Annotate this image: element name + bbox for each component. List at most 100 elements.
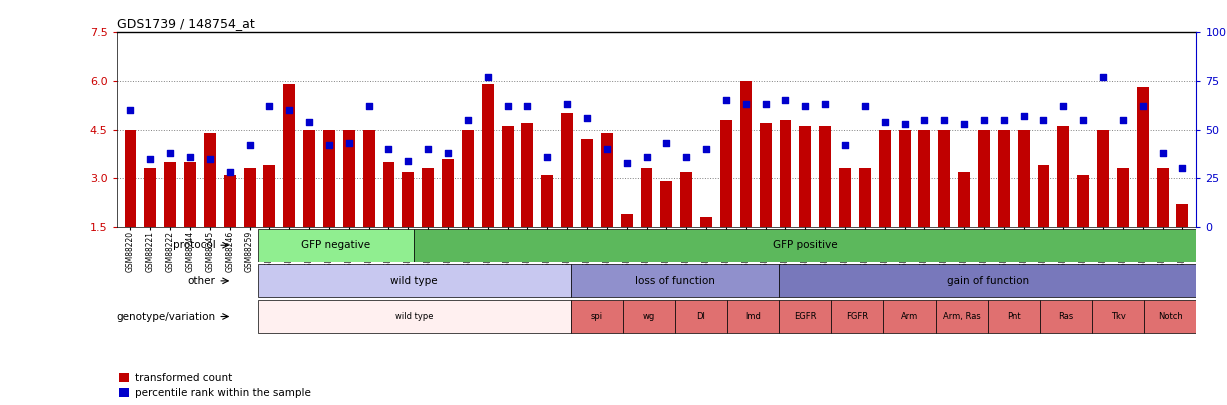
Text: Ras: Ras bbox=[1059, 312, 1074, 321]
Point bbox=[239, 142, 259, 148]
Bar bbox=[675, 300, 726, 333]
Point bbox=[994, 117, 1014, 123]
Bar bbox=[264, 165, 275, 275]
Bar bbox=[1157, 168, 1168, 275]
Text: Notch: Notch bbox=[1158, 312, 1183, 321]
Bar bbox=[839, 168, 852, 275]
Bar bbox=[1039, 300, 1092, 333]
Point bbox=[557, 101, 577, 108]
Point bbox=[120, 107, 140, 113]
Text: lmd: lmd bbox=[745, 312, 761, 321]
Bar bbox=[1058, 126, 1069, 275]
Bar bbox=[383, 162, 394, 275]
Bar bbox=[859, 168, 871, 275]
Bar bbox=[119, 373, 130, 382]
Bar bbox=[720, 120, 731, 275]
Bar bbox=[571, 264, 779, 297]
Text: wild type: wild type bbox=[395, 312, 433, 321]
Bar bbox=[1017, 130, 1029, 275]
Bar bbox=[323, 130, 335, 275]
Bar bbox=[779, 264, 1196, 297]
Point bbox=[775, 97, 795, 104]
Bar bbox=[1038, 165, 1049, 275]
Point bbox=[974, 117, 994, 123]
Bar bbox=[561, 113, 573, 275]
Point bbox=[1113, 117, 1133, 123]
Point bbox=[180, 153, 200, 160]
Bar bbox=[204, 133, 216, 275]
Point bbox=[914, 117, 934, 123]
Point bbox=[836, 142, 855, 148]
Bar bbox=[482, 84, 493, 275]
Bar bbox=[978, 130, 990, 275]
Point bbox=[1152, 150, 1172, 156]
Point bbox=[518, 103, 537, 109]
Bar bbox=[1136, 87, 1148, 275]
Point bbox=[537, 153, 557, 160]
Bar bbox=[119, 388, 130, 397]
Bar bbox=[680, 172, 692, 275]
Point bbox=[736, 101, 756, 108]
Point bbox=[418, 146, 438, 152]
Text: Arm, Ras: Arm, Ras bbox=[942, 312, 980, 321]
Bar bbox=[258, 264, 571, 297]
Point bbox=[756, 101, 775, 108]
Bar bbox=[342, 130, 355, 275]
Point bbox=[161, 150, 180, 156]
Bar bbox=[1117, 168, 1129, 275]
Point bbox=[637, 153, 656, 160]
Point bbox=[458, 117, 477, 123]
Bar bbox=[521, 123, 534, 275]
Bar bbox=[601, 133, 612, 275]
Text: transformed count: transformed count bbox=[135, 373, 232, 383]
Point bbox=[598, 146, 617, 152]
Text: gain of function: gain of function bbox=[947, 276, 1028, 286]
Point bbox=[220, 169, 239, 176]
Point bbox=[1033, 117, 1053, 123]
Text: other: other bbox=[188, 276, 216, 286]
Point bbox=[875, 119, 894, 125]
Bar bbox=[939, 130, 950, 275]
Bar bbox=[363, 130, 374, 275]
Bar bbox=[258, 229, 413, 262]
Bar bbox=[402, 172, 415, 275]
Bar bbox=[582, 139, 593, 275]
Text: FGFR: FGFR bbox=[847, 312, 869, 321]
Point bbox=[577, 115, 596, 121]
Point bbox=[1093, 74, 1113, 80]
Bar bbox=[1177, 204, 1189, 275]
Point bbox=[795, 103, 815, 109]
Bar bbox=[244, 168, 255, 275]
Bar bbox=[760, 123, 772, 275]
Bar bbox=[541, 175, 553, 275]
Text: protocol: protocol bbox=[173, 240, 216, 250]
Bar bbox=[1077, 175, 1090, 275]
Bar bbox=[779, 300, 831, 333]
Bar bbox=[283, 84, 296, 275]
Point bbox=[855, 103, 875, 109]
Point bbox=[379, 146, 399, 152]
Bar bbox=[422, 168, 434, 275]
Point bbox=[280, 107, 299, 113]
Point bbox=[498, 103, 518, 109]
Bar bbox=[461, 130, 474, 275]
Bar bbox=[621, 214, 633, 275]
Bar bbox=[883, 300, 935, 333]
Bar bbox=[258, 300, 571, 333]
Point bbox=[935, 117, 955, 123]
Bar bbox=[640, 168, 653, 275]
Point bbox=[477, 74, 497, 80]
Bar bbox=[502, 126, 514, 275]
Bar bbox=[779, 120, 791, 275]
Bar bbox=[1092, 300, 1144, 333]
Bar bbox=[184, 162, 196, 275]
Point bbox=[358, 103, 378, 109]
Bar bbox=[622, 300, 675, 333]
Point bbox=[717, 97, 736, 104]
Bar bbox=[919, 130, 930, 275]
Bar bbox=[145, 168, 156, 275]
Point bbox=[656, 140, 676, 147]
Point bbox=[1074, 117, 1093, 123]
Text: Dl: Dl bbox=[697, 312, 706, 321]
Point bbox=[676, 153, 696, 160]
